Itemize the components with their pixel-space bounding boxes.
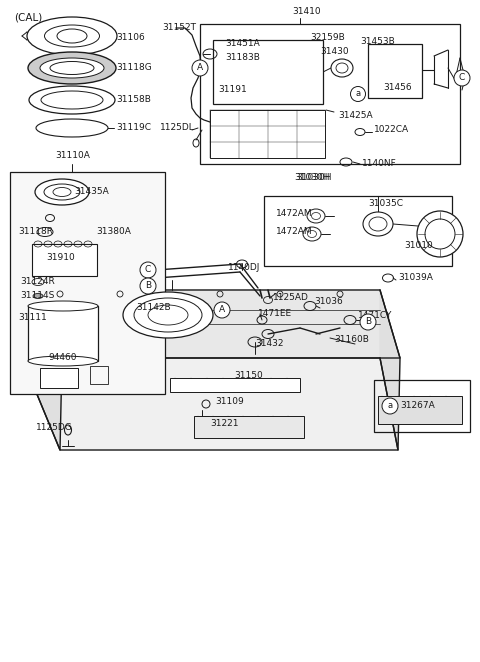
Text: 31119C: 31119C [116,124,151,132]
Text: 31410: 31410 [292,7,321,17]
Ellipse shape [307,209,325,223]
Bar [210,110,325,158]
Ellipse shape [331,59,353,77]
Text: 1471CY: 1471CY [358,312,392,320]
Ellipse shape [27,17,117,55]
Text: 31106: 31106 [116,34,145,42]
Ellipse shape [28,52,116,84]
Text: 31030H: 31030H [294,173,329,183]
Text: a: a [387,401,393,410]
Ellipse shape [35,179,89,205]
Ellipse shape [123,292,213,338]
Ellipse shape [417,211,463,257]
Ellipse shape [303,227,321,241]
Ellipse shape [33,293,43,299]
Text: 31430: 31430 [320,48,348,56]
Text: 31142B: 31142B [136,303,170,312]
Bar [90,366,108,384]
Circle shape [192,60,208,76]
Text: 1471EE: 1471EE [258,308,292,318]
Bar [213,40,323,104]
Text: (CAL): (CAL) [14,13,42,23]
Ellipse shape [36,119,108,137]
Bar [374,380,470,432]
Bar [200,24,460,164]
Text: 1472AM: 1472AM [276,209,312,218]
Text: 31039A: 31039A [398,273,433,283]
Bar [32,244,97,276]
Bar [378,396,462,424]
Text: 1140NF: 1140NF [362,160,397,169]
Text: 31451A: 31451A [225,40,260,48]
Circle shape [140,278,156,294]
Text: 31010: 31010 [404,242,433,250]
Bar [170,378,300,392]
Text: 1022CA: 1022CA [374,126,409,134]
Text: 31158B: 31158B [116,95,151,105]
Bar [40,368,78,388]
Text: 31111: 31111 [18,314,47,322]
Text: 31030H: 31030H [296,173,332,183]
Text: 1125AD: 1125AD [273,293,309,303]
Polygon shape [380,290,400,450]
Ellipse shape [363,212,393,236]
Text: 1125DL: 1125DL [160,124,195,132]
Text: 31910: 31910 [46,254,75,263]
Ellipse shape [28,356,98,366]
Circle shape [360,314,376,330]
Polygon shape [22,290,400,358]
Text: 94460: 94460 [48,352,76,361]
Ellipse shape [29,86,115,114]
Circle shape [140,262,156,278]
Circle shape [214,302,230,318]
Ellipse shape [28,301,98,311]
Text: 31036: 31036 [314,297,343,307]
Text: 31380A: 31380A [96,228,131,236]
Text: 31453B: 31453B [360,38,395,46]
Text: 31118G: 31118G [116,64,152,73]
Text: 31160B: 31160B [334,336,369,344]
Text: B: B [145,281,151,291]
Bar [10,172,165,394]
Text: 31110A: 31110A [55,150,90,160]
Text: 1140DJ: 1140DJ [228,263,260,273]
Text: 31114S: 31114S [20,291,54,301]
Bar [264,196,452,266]
Text: 31435A: 31435A [74,187,109,195]
Text: B: B [365,318,371,326]
Circle shape [350,87,365,101]
Text: 31456: 31456 [383,83,412,93]
Text: 1125DG: 1125DG [36,424,73,432]
Text: 1472AM: 1472AM [276,228,312,236]
Bar [194,416,304,438]
Text: 31267A: 31267A [400,401,435,410]
Text: 31191: 31191 [218,85,247,95]
Text: 31425A: 31425A [338,111,372,120]
Text: 31221: 31221 [210,420,239,428]
Polygon shape [22,290,62,450]
Text: 32159B: 32159B [310,34,345,42]
Ellipse shape [40,58,104,78]
Text: 31124R: 31124R [20,277,55,287]
Text: 31109: 31109 [215,397,244,406]
Text: 31432: 31432 [255,340,284,348]
Circle shape [382,398,398,414]
Text: C: C [145,265,151,275]
Bar [368,44,422,98]
Text: 31035C: 31035C [368,199,403,209]
Polygon shape [22,358,398,450]
Text: A: A [197,64,203,73]
Text: 31150: 31150 [234,371,263,381]
Text: A: A [219,305,225,314]
Text: 31183B: 31183B [225,54,260,62]
Text: 31152T: 31152T [162,23,196,32]
Text: C: C [459,73,465,83]
Circle shape [454,70,470,86]
Text: a: a [355,89,360,99]
Text: 31118R: 31118R [18,228,53,236]
Bar [28,306,98,361]
